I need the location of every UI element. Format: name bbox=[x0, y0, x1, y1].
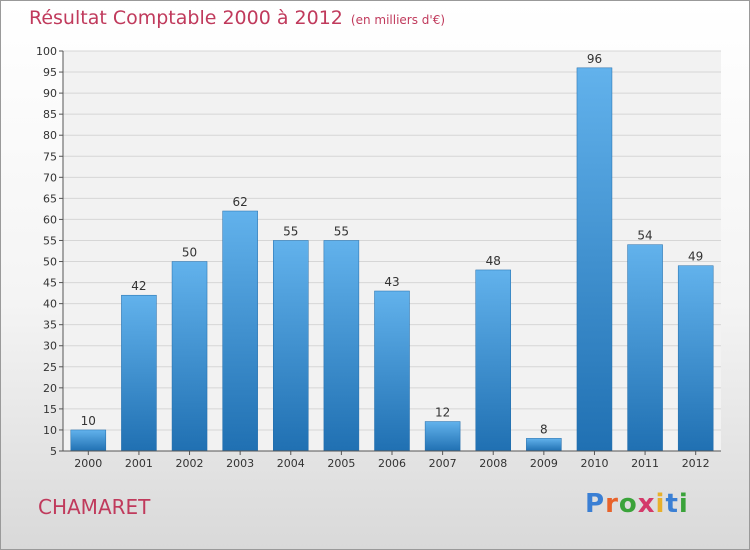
commune-name: CHAMARET bbox=[38, 495, 151, 519]
x-tick-label: 2008 bbox=[479, 457, 507, 470]
x-tick-label: 2004 bbox=[277, 457, 305, 470]
x-tick-label: 2000 bbox=[74, 457, 102, 470]
bar-2005 bbox=[323, 240, 360, 452]
y-tick-label: 80 bbox=[43, 129, 57, 142]
y-tick-label: 15 bbox=[43, 403, 57, 416]
data-label-2000: 10 bbox=[81, 414, 96, 428]
y-tick-label: 55 bbox=[43, 234, 57, 247]
data-label-2011: 54 bbox=[637, 229, 652, 243]
bar-2008 bbox=[475, 269, 511, 452]
chart-title: Résultat Comptable 2000 à 2012 bbox=[29, 7, 343, 29]
y-tick-label: 45 bbox=[43, 277, 57, 290]
bar-2002 bbox=[171, 261, 208, 452]
logo-letter: i bbox=[655, 489, 666, 519]
logo-letter: t bbox=[665, 489, 679, 519]
data-label-2004: 55 bbox=[283, 224, 298, 238]
y-tick-label: 5 bbox=[50, 445, 57, 458]
x-tick-label: 2003 bbox=[226, 457, 254, 470]
x-tick-label: 2007 bbox=[429, 457, 457, 470]
y-tick-label: 75 bbox=[43, 150, 57, 163]
y-tick-label: 70 bbox=[43, 171, 57, 184]
x-tick-label: 2006 bbox=[378, 457, 406, 470]
bar-2003 bbox=[222, 210, 258, 452]
data-label-2009: 8 bbox=[540, 422, 548, 436]
bar-2012 bbox=[677, 265, 714, 452]
logo-letter: x bbox=[637, 489, 656, 519]
x-tick-label: 2010 bbox=[580, 457, 608, 470]
data-label-2008: 48 bbox=[486, 254, 501, 268]
bar-2011 bbox=[627, 244, 663, 452]
y-tick-label: 30 bbox=[43, 340, 57, 353]
data-label-2003: 62 bbox=[233, 195, 248, 209]
y-tick-label: 60 bbox=[43, 213, 57, 226]
y-tick-label: 25 bbox=[43, 361, 57, 374]
bar-2004 bbox=[273, 240, 309, 452]
bar-2007 bbox=[424, 421, 461, 452]
bars: 10 42 50 62 55 55 43 12 48 8 96 54 49 bbox=[70, 52, 714, 452]
logo-letter: r bbox=[605, 489, 619, 519]
y-axis: 5 10 15 20 25 30 35 40 45 50 55 60 65 70 75 80 85 90 95 100 bbox=[36, 45, 64, 458]
bar-2000 bbox=[70, 429, 107, 452]
data-label-2005: 55 bbox=[334, 224, 349, 238]
x-tick-label: 2001 bbox=[125, 457, 153, 470]
chart-unit: (en milliers d'€) bbox=[350, 13, 446, 27]
bar-2006 bbox=[374, 290, 410, 452]
data-label-2006: 43 bbox=[384, 275, 399, 289]
bar-2010 bbox=[576, 67, 613, 452]
bar-2009 bbox=[526, 438, 562, 452]
logo-letter: o bbox=[618, 489, 638, 519]
data-label-2002: 50 bbox=[182, 246, 197, 260]
data-label-2012: 49 bbox=[688, 250, 703, 264]
x-tick-label: 2009 bbox=[530, 457, 558, 470]
y-tick-label: 85 bbox=[43, 108, 57, 121]
x-tick-label: 2011 bbox=[631, 457, 659, 470]
data-label-2001: 42 bbox=[131, 279, 146, 293]
x-tick-label: 2005 bbox=[327, 457, 355, 470]
y-tick-label: 50 bbox=[43, 256, 57, 269]
y-tick-label: 95 bbox=[43, 66, 57, 79]
y-tick-label: 40 bbox=[43, 298, 57, 311]
bar-2001 bbox=[121, 294, 157, 452]
logo-letter: P bbox=[585, 489, 606, 519]
data-label-2010: 96 bbox=[587, 52, 602, 66]
y-tick-label: 20 bbox=[43, 382, 57, 395]
proxiti-logo: Proxiti bbox=[585, 489, 689, 519]
logo-letter: i bbox=[678, 489, 689, 519]
y-tick-label: 35 bbox=[43, 319, 57, 332]
x-tick-label: 2002 bbox=[176, 457, 204, 470]
x-axis: 2000 2001 2002 2003 2004 2005 2006 2007 2008 2009… bbox=[63, 450, 721, 470]
y-tick-label: 90 bbox=[43, 87, 57, 100]
y-tick-label: 100 bbox=[36, 45, 57, 58]
y-tick-label: 65 bbox=[43, 192, 57, 205]
x-tick-label: 2012 bbox=[682, 457, 710, 470]
data-label-2007: 12 bbox=[435, 406, 450, 420]
chart-title-block: Résultat Comptable 2000 à 2012 (en millie… bbox=[29, 7, 445, 29]
y-tick-label: 10 bbox=[43, 424, 57, 437]
